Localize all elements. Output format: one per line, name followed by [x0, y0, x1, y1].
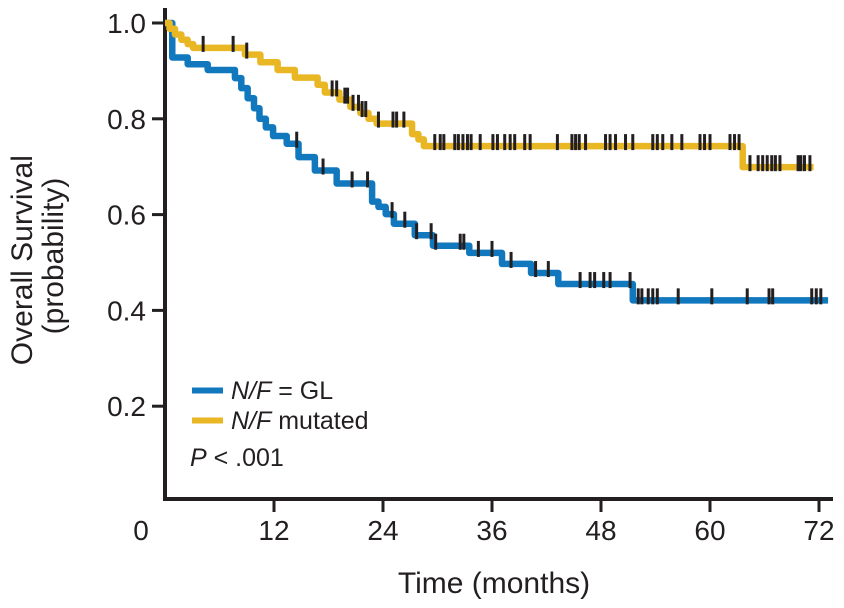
- x-tick-label: 48: [585, 515, 616, 546]
- y-tick-label: 0.4: [107, 295, 146, 326]
- axes-layer: 0.2 0.4 0.6 0.8 1.0 0 12 24 36 48 60 72: [107, 8, 835, 546]
- x-tick-label: 24: [367, 515, 398, 546]
- y-tick-label: 1.0: [107, 8, 146, 39]
- p-value-annotation: P < .001: [190, 444, 284, 472]
- legend-label-nf-mutated: N/F mutated: [231, 407, 369, 435]
- legend-label-nf-gl: N/F = GL: [231, 377, 333, 405]
- survival-curve-nf-mutated: [165, 19, 814, 171]
- y-tick-label: 0.6: [107, 200, 146, 231]
- x-tick-label: 60: [694, 515, 725, 546]
- survival-curve-nf-gl: [165, 19, 829, 304]
- x-tick-label: 72: [803, 515, 834, 546]
- y-axis-title: Overall Survival (probability): [6, 147, 70, 365]
- censor-marks-layer: [201, 35, 823, 305]
- series-layer: [165, 19, 829, 304]
- legend-swatch-layer: [192, 387, 223, 424]
- x-tick-label: 36: [476, 515, 507, 546]
- x-axis-title: Time (months): [398, 567, 590, 600]
- y-tick-label: 0.8: [107, 104, 146, 135]
- y-tick-label: 0.2: [107, 391, 146, 422]
- text-layer: Overall Survival (probability) Time (mon…: [6, 147, 590, 600]
- x-tick-label: 12: [258, 515, 289, 546]
- x-tick-label: 0: [133, 515, 149, 546]
